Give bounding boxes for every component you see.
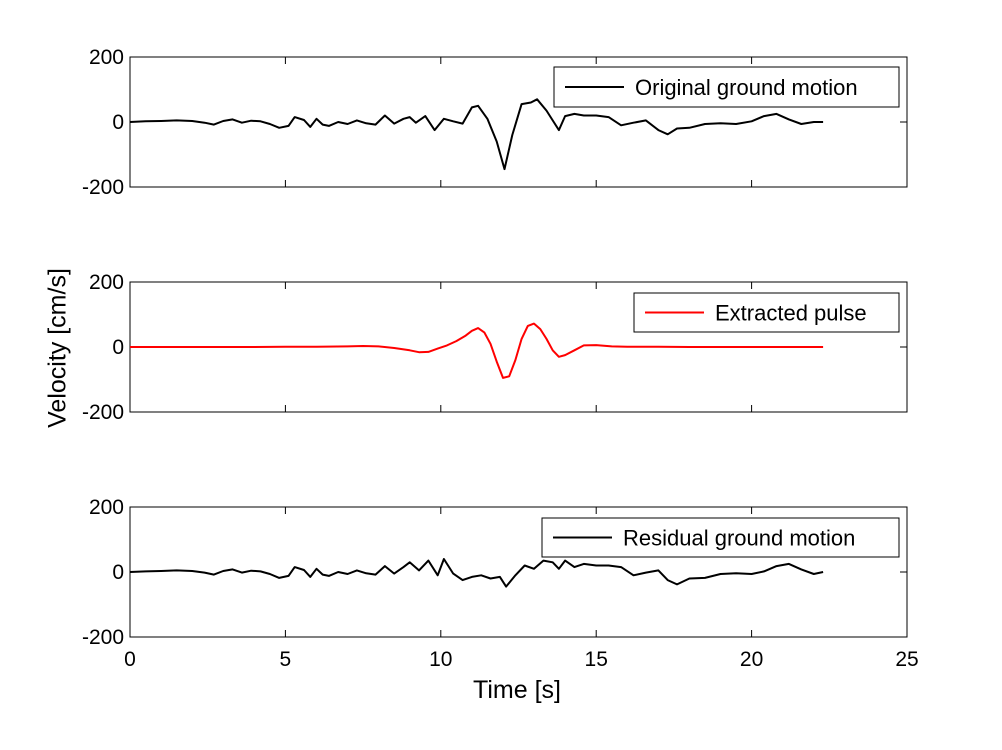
y-tick-label: 0: [112, 111, 124, 134]
legend-label: Residual ground motion: [623, 526, 855, 551]
x-tick-label: 10: [429, 648, 452, 671]
x-tick-label: 0: [124, 648, 136, 671]
y-tick-label: -200: [82, 401, 124, 424]
y-tick-label: 200: [89, 271, 124, 294]
x-tick-label: 20: [740, 648, 763, 671]
series-line: [129, 558, 824, 588]
legend: Original ground motion: [553, 66, 900, 108]
panel-2: 200 0 -200 Extracted pulse: [82, 271, 908, 424]
y-tick-label: 200: [89, 46, 124, 69]
y-tick-label: -200: [82, 176, 124, 199]
legend-label: Original ground motion: [635, 75, 858, 100]
y-tick-label: -200: [82, 626, 124, 649]
x-tick-label: 5: [280, 648, 292, 671]
x-tick-label: 15: [585, 648, 608, 671]
panel-1: 200 0 -200 Original ground motion: [82, 46, 908, 199]
series-line: [130, 322, 824, 379]
legend-label: Extracted pulse: [715, 301, 867, 326]
y-tick-label: 0: [112, 561, 124, 584]
x-axis-label: Time [s]: [473, 676, 561, 704]
y-tick-label: 200: [89, 496, 124, 519]
y-axis-label: Velocity [cm/s]: [44, 268, 72, 428]
x-tick-label: 25: [895, 648, 918, 671]
y-tick-label: 0: [112, 336, 124, 359]
series-line: [129, 98, 824, 171]
legend: Extracted pulse: [633, 292, 900, 333]
legend: Residual ground motion: [541, 517, 900, 558]
